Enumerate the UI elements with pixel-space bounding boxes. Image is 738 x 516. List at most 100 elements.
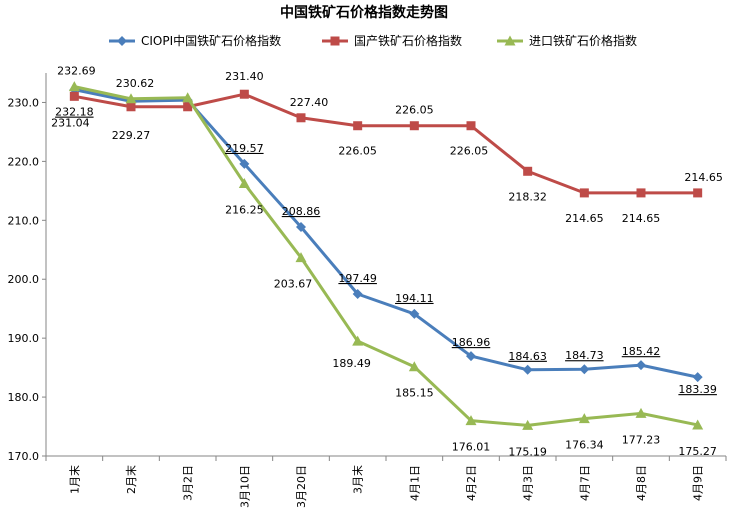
series-imported-point (68, 81, 80, 92)
y-axis-ticks: 170.0 180.0 190.0 200.0 210.0 220.0 230.0 (8, 96, 46, 463)
series-domestic-point (636, 188, 646, 198)
data-label: 214.65 (684, 171, 723, 184)
data-label: 175.27 (678, 445, 717, 458)
series-domestic-point (69, 91, 79, 101)
data-label: 185.42 (622, 345, 661, 358)
data-label: 218.32 (508, 190, 547, 203)
y-tick-label: 230.0 (8, 96, 40, 109)
data-label: 219.57 (225, 142, 264, 155)
data-label: 208.86 (282, 205, 321, 218)
series-domestic-point (523, 166, 533, 176)
series-imported-point (522, 419, 534, 430)
series-ciopi-point (352, 289, 363, 300)
x-tick-label: 3月20日 (295, 465, 308, 508)
data-label: 184.63 (508, 350, 547, 363)
series-layer (68, 81, 704, 430)
data-label: 226.05 (395, 104, 434, 117)
data-label: 226.05 (450, 145, 489, 158)
series-imported-point (295, 252, 307, 263)
series-ciopi-line (74, 88, 698, 379)
series-ciopi-point (692, 372, 703, 383)
data-label: 214.65 (622, 212, 661, 225)
x-tick-label: 4月3日 (522, 465, 535, 501)
legend: CIOPI中国铁矿石价格指数 国产铁矿石价格指数 进口铁矿石价格指数 (109, 33, 637, 48)
data-label: 203.67 (274, 278, 313, 291)
y-tick-label: 220.0 (8, 155, 40, 168)
series-domestic-point (126, 102, 136, 112)
y-tick-label: 190.0 (8, 332, 40, 345)
legend-item: 国产铁矿石价格指数 (322, 33, 462, 48)
legend-item: CIOPI中国铁矿石价格指数 (109, 33, 281, 48)
series-ciopi-point (239, 158, 250, 169)
series-imported-point (352, 335, 364, 346)
data-label: 227.40 (290, 96, 329, 109)
y-tick-label: 180.0 (8, 391, 40, 404)
data-label: 185.15 (395, 387, 434, 400)
series-domestic-point (466, 121, 476, 131)
series-ciopi-point (522, 364, 533, 375)
x-tick-label: 4月7日 (578, 465, 591, 501)
x-axis-ticks: 1月末 2月末 3月2日 3月10日 3月20日 3月末 4月1日 4月2日 4月3日 4月7日 4… (45, 456, 727, 508)
series-domestic-point (579, 188, 589, 198)
data-label: 231.04 (51, 116, 90, 129)
series-domestic-point (693, 188, 703, 198)
data-label: 232.18 (55, 106, 94, 119)
legend-item: 进口铁矿石价格指数 (497, 33, 637, 48)
series-imported-point (465, 415, 477, 426)
data-label: 184.73 (565, 349, 604, 362)
data-label: 226.05 (338, 145, 377, 158)
data-labels: 232.18 219.57 208.86 197.49 194.11 186.96 184.… (51, 65, 723, 459)
data-label: 186.96 (452, 336, 491, 349)
data-label: 230.62 (116, 77, 155, 90)
series-imported-point (578, 413, 590, 424)
x-tick-label: 4月2日 (465, 465, 478, 501)
series-imported-point (635, 407, 647, 418)
series-ciopi-point (636, 360, 646, 371)
data-label: 183.39 (678, 383, 717, 396)
x-tick-label: 2月末 (124, 465, 138, 494)
chart-title: 中国铁矿石价格指数走势图 (280, 4, 448, 21)
series-domestic-point (353, 121, 363, 131)
data-label: 176.01 (452, 441, 491, 454)
series-ciopi (69, 84, 703, 383)
legend-label: CIOPI中国铁矿石价格指数 (141, 33, 281, 48)
series-domestic-point (409, 121, 419, 131)
series-imported-point (182, 92, 194, 103)
data-label: 231.40 (225, 70, 264, 83)
x-tick-label: 4月8日 (635, 465, 648, 501)
series-ciopi-point (409, 308, 420, 319)
series-imported-point (125, 93, 137, 104)
y-tick-label: 210.0 (8, 214, 40, 227)
data-label: 189.49 (332, 357, 371, 370)
series-ciopi-point (579, 364, 590, 375)
x-tick-label: 3月2日 (182, 465, 195, 501)
legend-label: 进口铁矿石价格指数 (529, 33, 637, 48)
data-label: 177.23 (622, 433, 661, 446)
data-label: 232.69 (57, 65, 96, 78)
series-ciopi-point (296, 222, 306, 233)
x-tick-label: 4月9日 (692, 465, 705, 501)
series-imported-point (238, 177, 250, 188)
x-tick-label: 4月1日 (408, 465, 421, 501)
legend-swatch-marker (117, 36, 127, 46)
series-imported-point (692, 419, 704, 430)
series-domestic-point (296, 113, 306, 123)
series-ciopi-point (466, 351, 476, 362)
data-label: 197.49 (338, 272, 377, 285)
series-domestic-point (183, 102, 193, 112)
data-label: 194.11 (395, 292, 434, 305)
data-label: 175.19 (508, 445, 547, 458)
data-label: 214.65 (565, 212, 604, 225)
y-tick-label: 170.0 (8, 450, 40, 463)
y-tick-label: 200.0 (8, 273, 40, 286)
x-tick-label: 3月末 (351, 465, 365, 494)
series-domestic-point (239, 89, 249, 99)
data-label: 216.25 (225, 203, 264, 216)
legend-swatch-marker (330, 36, 340, 46)
series-imported-point (408, 361, 420, 372)
data-label: 229.27 (112, 129, 151, 142)
data-label: 176.34 (565, 439, 604, 452)
series-domestic-line (74, 92, 698, 195)
